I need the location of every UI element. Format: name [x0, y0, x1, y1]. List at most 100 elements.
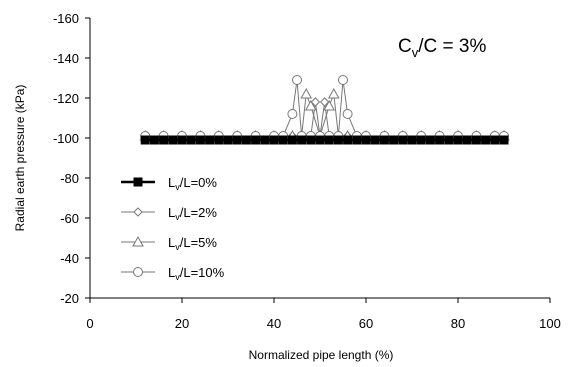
legend-label-rest: /L=2%: [180, 205, 218, 220]
legend-label-main: L: [168, 205, 175, 220]
x-tick-label: 20: [175, 316, 189, 331]
legend-label: Lv/L=5%: [168, 235, 217, 252]
data-point: [195, 135, 205, 145]
x-tick-label: 80: [451, 316, 465, 331]
data-point: [251, 135, 261, 145]
data-point: [333, 135, 343, 145]
data-point: [300, 87, 313, 99]
y-tick-label: -60: [60, 211, 79, 226]
data-point: [481, 135, 491, 145]
data-point: [425, 135, 435, 145]
data-point: [361, 135, 371, 145]
data-point: [323, 99, 336, 111]
data-point: [499, 135, 509, 145]
y-axis-title: Radial earth pressure (kPa): [13, 85, 27, 232]
data-point: [453, 135, 463, 145]
y-tick-label: -120: [53, 91, 79, 106]
data-point: [343, 135, 353, 145]
data-point: [471, 135, 481, 145]
y-tick-label: -40: [60, 251, 79, 266]
legend-label-rest: /L=5%: [180, 235, 218, 250]
annotation-sub: v: [412, 45, 419, 60]
data-point: [287, 135, 297, 145]
data-point: [232, 135, 242, 145]
series-layer: [139, 75, 510, 145]
y-tick-label: -160: [53, 11, 79, 26]
legend-label-main: L: [168, 265, 175, 280]
data-point: [490, 135, 500, 145]
legend-label-main: L: [168, 175, 175, 190]
data-point: [398, 135, 408, 145]
legend-marker: [132, 235, 144, 247]
x-axis: 0 20 40 60 80 100: [86, 298, 561, 331]
data-point: [444, 135, 454, 145]
y-tick-label: -20: [60, 291, 79, 306]
data-point: [315, 135, 325, 145]
data-point: [407, 135, 417, 145]
legend-label: Lv/L=2%: [168, 205, 217, 222]
legend-label-sub: v: [175, 272, 180, 282]
data-point: [205, 135, 215, 145]
y-tick-label: -100: [53, 131, 79, 146]
legend-label-rest: /L=10%: [180, 265, 225, 280]
data-point: [241, 135, 251, 145]
data-point: [292, 75, 302, 85]
data-point: [260, 135, 270, 145]
data-point: [435, 135, 445, 145]
data-point: [214, 135, 224, 145]
data-point: [306, 135, 316, 145]
data-point: [177, 135, 187, 145]
series-line: [145, 79, 504, 137]
annotation: Cv/C = 3%: [398, 36, 486, 60]
legend-label: Lv/L=0%: [168, 175, 217, 192]
data-point: [310, 97, 321, 107]
annotation-main: C: [398, 36, 412, 57]
legend-label-sub: v: [175, 212, 180, 222]
x-tick-label: 100: [539, 316, 561, 331]
legend-item-2: Lv/L=5%: [121, 235, 217, 252]
data-point: [352, 135, 362, 145]
data-point: [186, 135, 196, 145]
y-tick-label: -80: [60, 171, 79, 186]
x-tick-label: 0: [86, 316, 93, 331]
data-point: [168, 135, 178, 145]
legend-label-rest: /L=0%: [180, 175, 218, 190]
data-point: [389, 135, 399, 145]
series-2: [139, 87, 510, 141]
data-point: [379, 135, 389, 145]
data-point: [159, 135, 169, 145]
legend-marker: [133, 207, 143, 217]
data-point: [140, 135, 150, 145]
legend-label: Lv/L=10%: [168, 265, 225, 282]
data-point: [342, 109, 353, 119]
x-tick-label: 40: [267, 316, 281, 331]
legend: Lv/L=0%Lv/L=2%Lv/L=5%Lv/L=10%: [121, 175, 225, 282]
legend-item-0: Lv/L=0%: [121, 175, 217, 192]
legend-label-main: L: [168, 235, 175, 250]
x-axis-title: Normalized pipe length (%): [249, 348, 394, 362]
data-point: [304, 99, 317, 111]
series-line: [145, 101, 504, 137]
legend-marker: [133, 177, 143, 187]
legend-marker: [133, 267, 143, 277]
y-axis: -20 -40 -60 -80 -100 -120 -140 -160: [53, 11, 90, 306]
data-point: [327, 87, 340, 99]
legend-item-1: Lv/L=2%: [121, 205, 217, 222]
annotation-rest: /C = 3%: [418, 36, 486, 57]
data-point: [416, 135, 426, 145]
data-point: [324, 135, 334, 145]
series-3: [140, 75, 509, 141]
data-point: [297, 135, 307, 145]
data-point: [338, 75, 348, 85]
legend-item-3: Lv/L=10%: [121, 265, 225, 282]
legend-label-sub: v: [175, 242, 180, 252]
data-point: [370, 135, 380, 145]
data-point: [269, 135, 279, 145]
data-point: [223, 135, 233, 145]
legend-label-sub: v: [175, 182, 180, 192]
data-point: [278, 135, 288, 145]
data-point: [319, 97, 330, 107]
data-point: [287, 109, 298, 119]
data-point: [149, 135, 159, 145]
